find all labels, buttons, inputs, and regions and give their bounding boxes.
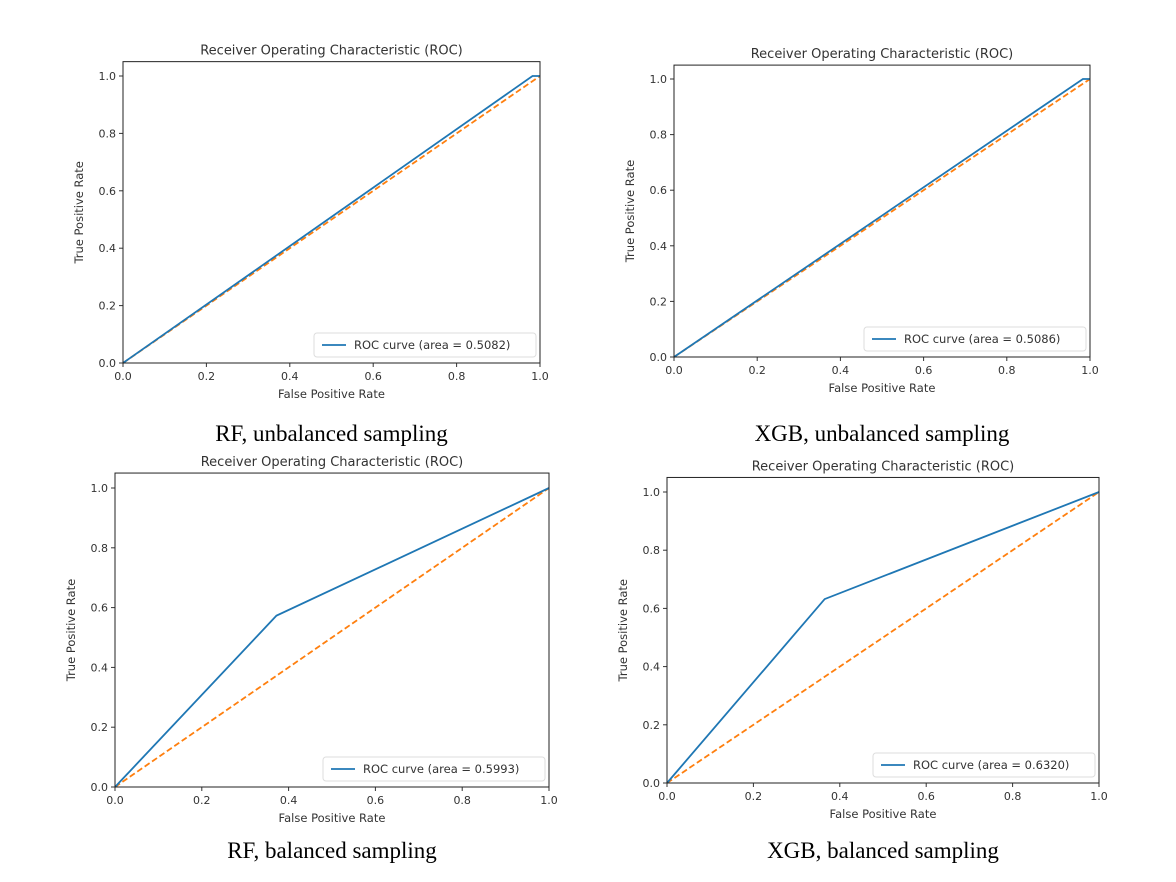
y-tick-label: 1.0	[91, 482, 109, 495]
roc-curve-line	[114, 487, 550, 788]
x-tick-label: 0.2	[198, 370, 216, 383]
roc-panel-4: Receiver Operating Characteristic (ROC) 0…	[616, 459, 1108, 863]
y-tick-label: 0.8	[91, 542, 109, 555]
y-axis-label: True Positive Rate	[72, 161, 86, 264]
x-tick-label: 0.6	[915, 364, 933, 377]
chart-title: Receiver Operating Characteristic (ROC)	[751, 47, 1014, 62]
x-tick-label: 1.0	[540, 794, 558, 807]
y-tick-label: 0.6	[99, 185, 117, 198]
roc-panel-1: Receiver Operating Characteristic (ROC) 0…	[72, 44, 549, 446]
legend: ROC curve (area = 0.5086)	[863, 326, 1087, 352]
legend-box	[872, 752, 1096, 778]
x-tick-label: 0.0	[665, 364, 683, 377]
legend-label: ROC curve (area = 0.5082)	[354, 338, 510, 352]
x-tick-label: 0.6	[364, 370, 382, 383]
y-tick-label: 0.2	[650, 295, 668, 308]
y-tick-label: 0.2	[99, 300, 117, 313]
x-tick-label: 0.4	[281, 370, 299, 383]
axes-frame	[122, 61, 541, 364]
roc-curve-line	[122, 75, 540, 364]
x-tick-label: 0.2	[748, 364, 766, 377]
y-tick-label: 0.2	[643, 719, 661, 732]
chance-diagonal-line	[666, 491, 1100, 784]
roc-curve-line	[673, 78, 1090, 358]
roc-curve-line	[666, 491, 1100, 784]
y-tick-label: 0.6	[643, 602, 661, 615]
x-tick-label: 1.0	[1090, 790, 1108, 803]
x-tick-label: 0.0	[658, 790, 676, 803]
roc-panel-2: Receiver Operating Characteristic (ROC) 0…	[623, 47, 1099, 446]
x-tick-label: 0.4	[832, 364, 850, 377]
x-tick-label: 0.4	[280, 794, 298, 807]
y-tick-label: 0.6	[91, 602, 109, 615]
chart-title: Receiver Operating Characteristic (ROC)	[752, 459, 1015, 474]
legend-box	[863, 326, 1087, 352]
x-axis-label: False Positive Rate	[829, 381, 936, 395]
y-axis-label: True Positive Rate	[64, 579, 78, 682]
y-tick-label: 0.4	[91, 661, 109, 674]
y-tick-label: 1.0	[643, 486, 661, 499]
panel-caption: XGB, balanced sampling	[767, 838, 999, 863]
legend-box	[313, 332, 537, 358]
chance-diagonal-line	[114, 487, 550, 788]
y-tick-label: 0.0	[91, 781, 109, 794]
y-tick-label: 0.0	[643, 777, 661, 790]
x-tick-label: 1.0	[531, 370, 549, 383]
y-tick-label: 0.4	[643, 661, 661, 674]
legend: ROC curve (area = 0.5082)	[313, 332, 537, 358]
x-tick-label: 0.4	[831, 790, 849, 803]
legend-label: ROC curve (area = 0.6320)	[913, 758, 1069, 772]
y-tick-label: 0.4	[99, 242, 117, 255]
legend-box	[322, 756, 546, 782]
legend: ROC curve (area = 0.6320)	[872, 752, 1096, 778]
roc-panel-3: Receiver Operating Characteristic (ROC) 0…	[64, 455, 558, 863]
x-tick-label: 0.0	[114, 370, 132, 383]
legend-label: ROC curve (area = 0.5086)	[904, 332, 1060, 346]
y-tick-label: 0.0	[99, 357, 117, 370]
x-tick-label: 0.8	[448, 370, 466, 383]
y-tick-label: 0.0	[650, 351, 668, 364]
y-tick-label: 0.8	[650, 129, 668, 142]
y-tick-label: 1.0	[99, 70, 117, 83]
y-axis-label: True Positive Rate	[616, 579, 630, 682]
y-tick-label: 0.6	[650, 184, 668, 197]
x-axis-label: False Positive Rate	[830, 807, 937, 821]
x-tick-label: 0.8	[1004, 790, 1022, 803]
axes-frame	[673, 64, 1091, 358]
panel-caption: RF, balanced sampling	[227, 838, 437, 863]
axes-frame	[666, 476, 1100, 784]
y-tick-label: 0.8	[643, 544, 661, 557]
x-tick-label: 0.8	[998, 364, 1016, 377]
x-axis-label: False Positive Rate	[279, 811, 386, 825]
x-tick-label: 0.2	[745, 790, 763, 803]
x-tick-label: 0.6	[917, 790, 935, 803]
y-tick-label: 0.2	[91, 721, 109, 734]
chart-title: Receiver Operating Characteristic (ROC)	[200, 44, 463, 59]
y-axis-label: True Positive Rate	[623, 160, 637, 263]
panel-caption: XGB, unbalanced sampling	[755, 421, 1010, 446]
chart-title: Receiver Operating Characteristic (ROC)	[201, 455, 464, 470]
legend: ROC curve (area = 0.5993)	[322, 756, 546, 782]
y-tick-label: 0.8	[99, 127, 117, 140]
legend-label: ROC curve (area = 0.5993)	[363, 762, 519, 776]
x-tick-label: 0.2	[193, 794, 211, 807]
x-tick-label: 0.6	[367, 794, 385, 807]
x-tick-label: 0.0	[106, 794, 124, 807]
x-axis-label: False Positive Rate	[278, 387, 385, 401]
x-tick-label: 0.8	[453, 794, 471, 807]
panel-caption: RF, unbalanced sampling	[215, 421, 448, 446]
y-tick-label: 1.0	[650, 73, 668, 86]
y-tick-label: 0.4	[650, 240, 668, 253]
x-tick-label: 1.0	[1081, 364, 1099, 377]
axes-frame	[114, 472, 550, 788]
